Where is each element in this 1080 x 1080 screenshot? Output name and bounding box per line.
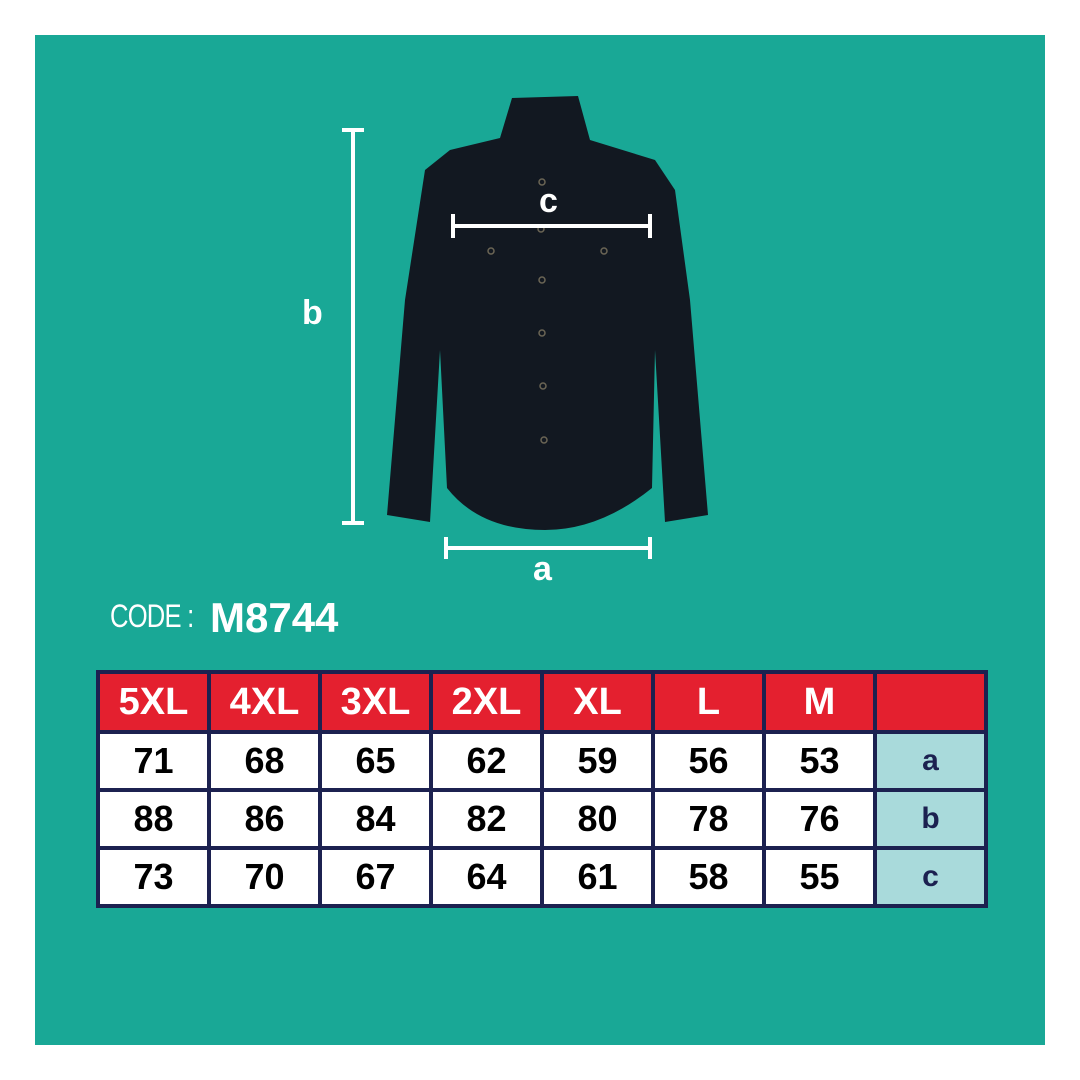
code-value: M8744 (210, 594, 339, 641)
table-row: 71 68 65 62 59 56 53 a (100, 734, 984, 788)
row-label: c (877, 850, 984, 904)
cell: 78 (655, 792, 762, 846)
cell: 65 (322, 734, 429, 788)
cell: 53 (766, 734, 873, 788)
size-header: 3XL (322, 674, 429, 730)
cell: 61 (544, 850, 651, 904)
size-header: L (655, 674, 762, 730)
measure-line-b (342, 128, 364, 525)
row-label: a (877, 734, 984, 788)
measure-line-c (451, 214, 652, 238)
cell: 84 (322, 792, 429, 846)
code-label: CODE : (110, 598, 194, 634)
cell: 86 (211, 792, 318, 846)
size-header: 2XL (433, 674, 540, 730)
table-row: 73 70 67 64 61 58 55 c (100, 850, 984, 904)
cell: 70 (211, 850, 318, 904)
size-header: 4XL (211, 674, 318, 730)
cell: 67 (322, 850, 429, 904)
cell: 55 (766, 850, 873, 904)
cell: 62 (433, 734, 540, 788)
measure-label-b: b (302, 294, 323, 332)
size-header-empty (877, 674, 984, 730)
measure-line-a (444, 537, 652, 559)
measure-label-a: a (533, 550, 552, 588)
cell: 80 (544, 792, 651, 846)
cell: 88 (100, 792, 207, 846)
table-row: 88 86 84 82 80 78 76 b (100, 792, 984, 846)
cell: 59 (544, 734, 651, 788)
size-header: XL (544, 674, 651, 730)
measure-label-c: c (539, 182, 558, 220)
cell: 68 (211, 734, 318, 788)
cell: 76 (766, 792, 873, 846)
size-header: 5XL (100, 674, 207, 730)
size-table: 5XL 4XL 3XL 2XL XL L M 71 68 65 62 59 56… (96, 670, 988, 908)
size-header-row: 5XL 4XL 3XL 2XL XL L M (100, 674, 984, 730)
cell: 58 (655, 850, 762, 904)
size-header: M (766, 674, 873, 730)
product-code: CODE : M8744 (110, 594, 338, 641)
cell: 82 (433, 792, 540, 846)
row-label: b (877, 792, 984, 846)
shirt-image (342, 96, 708, 559)
cell: 73 (100, 850, 207, 904)
cell: 64 (433, 850, 540, 904)
cell: 71 (100, 734, 207, 788)
cell: 56 (655, 734, 762, 788)
